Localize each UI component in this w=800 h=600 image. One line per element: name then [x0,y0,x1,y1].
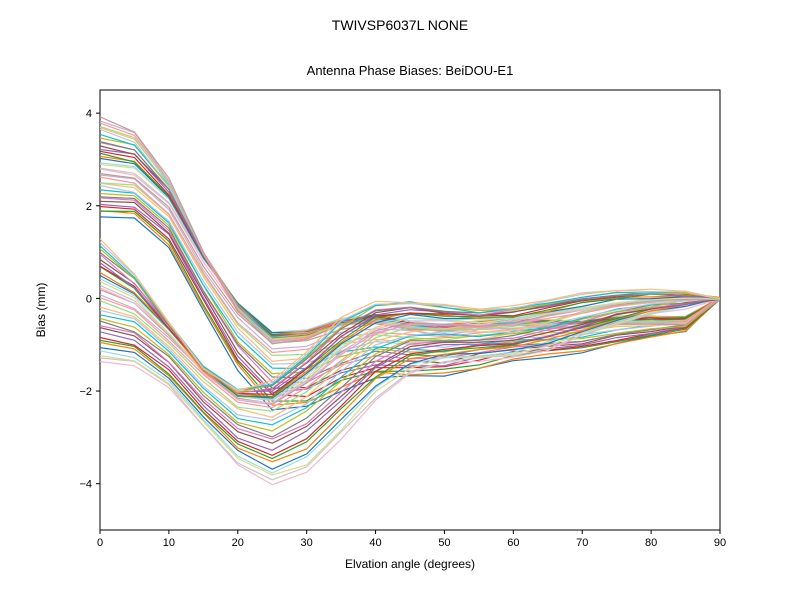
y-tick-label: 4 [86,108,92,120]
x-tick-label: 50 [438,537,450,549]
x-tick-label: 30 [301,537,313,549]
x-tick-label: 90 [714,537,726,549]
x-tick-label: 80 [645,537,657,549]
chart-container: 0 10 20 30 40 50 60 70 80 90 −4 −2 0 2 4 Elvation angle… [0,0,800,600]
chart-suptitle: TWIVSP6037L NONE [332,17,468,33]
x-tick-label: 10 [163,537,175,549]
antenna-phase-bias-chart: 0 10 20 30 40 50 60 70 80 90 −4 −2 0 2 4 Elvation angle… [0,0,800,600]
x-tick-label: 40 [369,537,381,549]
y-tick-label: 2 [86,201,92,213]
chart-subtitle: Antenna Phase Biases: BeiDOU-E1 [307,63,514,78]
y-tick-label: 0 [86,293,92,305]
x-tick-label: 20 [232,537,244,549]
y-axis-label: Bias (mm) [34,283,48,338]
x-tick-label: 60 [507,537,519,549]
y-tick-label: −4 [79,479,92,491]
x-tick-label: 70 [576,537,588,549]
x-tick-label: 0 [97,537,103,549]
x-axis-label: Elvation angle (degrees) [345,557,475,571]
y-tick-label: −2 [79,386,92,398]
